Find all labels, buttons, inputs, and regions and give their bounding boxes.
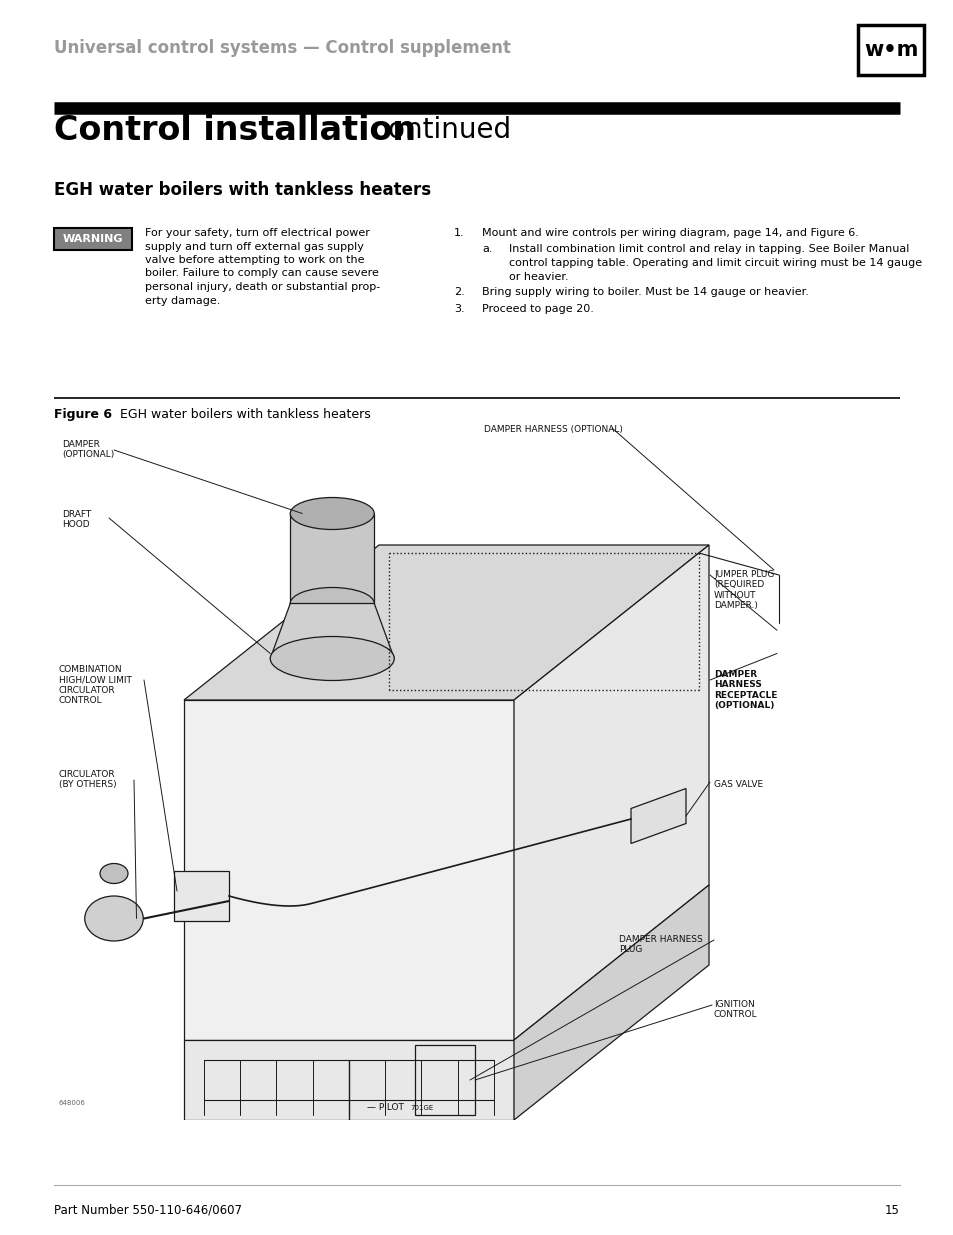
Text: GAS VALVE: GAS VALVE [713, 781, 762, 789]
Polygon shape [514, 545, 708, 1040]
Text: DAMPER
HARNESS
RECEPTACLE
(OPTIONAL): DAMPER HARNESS RECEPTACLE (OPTIONAL) [713, 671, 777, 710]
Ellipse shape [290, 588, 374, 620]
Bar [857, 25, 923, 75]
Text: control tapping table. Operating and limit circuit wiring must be 14 gauge: control tapping table. Operating and lim… [509, 258, 922, 268]
Ellipse shape [270, 636, 394, 680]
Polygon shape [173, 871, 229, 921]
Polygon shape [270, 604, 394, 658]
Text: 701GE: 701GE [410, 1105, 433, 1112]
Text: DRAFT
HOOD: DRAFT HOOD [62, 510, 91, 530]
Text: CIRCULATOR
(BY OTHERS): CIRCULATOR (BY OTHERS) [59, 769, 116, 789]
Text: For your safety, turn off electrical power: For your safety, turn off electrical pow… [145, 228, 370, 238]
Text: Part Number 550-110-646/0607: Part Number 550-110-646/0607 [54, 1203, 242, 1216]
Text: COMBINATION
HIGH/LOW LIMIT
CIRCULATOR
CONTROL: COMBINATION HIGH/LOW LIMIT CIRCULATOR CO… [59, 664, 132, 705]
Text: Proceed to page 20.: Proceed to page 20. [481, 304, 594, 314]
Text: Universal control systems — Control supplement: Universal control systems — Control supp… [54, 40, 511, 57]
Text: erty damage.: erty damage. [145, 295, 220, 305]
Polygon shape [184, 545, 708, 700]
Bar [54, 228, 132, 249]
Text: continued: continued [364, 116, 511, 144]
Text: or heavier.: or heavier. [509, 272, 568, 282]
Text: boiler. Failure to comply can cause severe: boiler. Failure to comply can cause seve… [145, 268, 378, 279]
Polygon shape [290, 514, 374, 604]
Text: — PILOT: — PILOT [367, 1104, 403, 1113]
Ellipse shape [100, 863, 128, 883]
Text: Bring supply wiring to boiler. Must be 14 gauge or heavier.: Bring supply wiring to boiler. Must be 1… [481, 287, 808, 296]
Polygon shape [329, 1125, 369, 1135]
Text: EGH water boilers with tankless heaters: EGH water boilers with tankless heaters [120, 408, 371, 421]
Ellipse shape [290, 498, 374, 530]
Text: IGNITION
CONTROL: IGNITION CONTROL [713, 1000, 757, 1019]
Polygon shape [184, 1040, 514, 1120]
Text: 648006: 648006 [59, 1100, 86, 1107]
Text: w•m: w•m [862, 40, 917, 61]
Text: 3.: 3. [454, 304, 464, 314]
Polygon shape [630, 788, 685, 844]
Text: a.: a. [481, 245, 492, 254]
Text: JUMPER PLUG
(REQUIRED
WITHOUT
DAMPER.): JUMPER PLUG (REQUIRED WITHOUT DAMPER.) [713, 571, 774, 610]
Text: Figure 6: Figure 6 [54, 408, 112, 421]
Text: valve before attempting to work on the: valve before attempting to work on the [145, 254, 364, 266]
Polygon shape [184, 700, 514, 1040]
Text: DAMPER
(OPTIONAL): DAMPER (OPTIONAL) [62, 440, 114, 459]
Text: Install combination limit control and relay in tapping. See Boiler Manual: Install combination limit control and re… [509, 245, 908, 254]
Text: DAMPER HARNESS
PLUG: DAMPER HARNESS PLUG [618, 935, 702, 955]
Text: Control installation: Control installation [54, 114, 416, 147]
Text: supply and turn off external gas supply: supply and turn off external gas supply [145, 242, 363, 252]
Text: EGH water boilers with tankless heaters: EGH water boilers with tankless heaters [54, 182, 431, 199]
Text: Mount and wire controls per wiring diagram, page 14, and Figure 6.: Mount and wire controls per wiring diagr… [481, 228, 858, 238]
Text: 15: 15 [884, 1203, 899, 1216]
Polygon shape [514, 885, 708, 1120]
Text: 1.: 1. [454, 228, 464, 238]
Ellipse shape [85, 897, 143, 941]
Polygon shape [415, 1045, 475, 1115]
Text: WARNING: WARNING [63, 233, 123, 245]
Text: DAMPER HARNESS (OPTIONAL): DAMPER HARNESS (OPTIONAL) [483, 425, 622, 433]
Text: personal injury, death or substantial prop-: personal injury, death or substantial pr… [145, 282, 380, 291]
Text: 2.: 2. [454, 287, 464, 296]
